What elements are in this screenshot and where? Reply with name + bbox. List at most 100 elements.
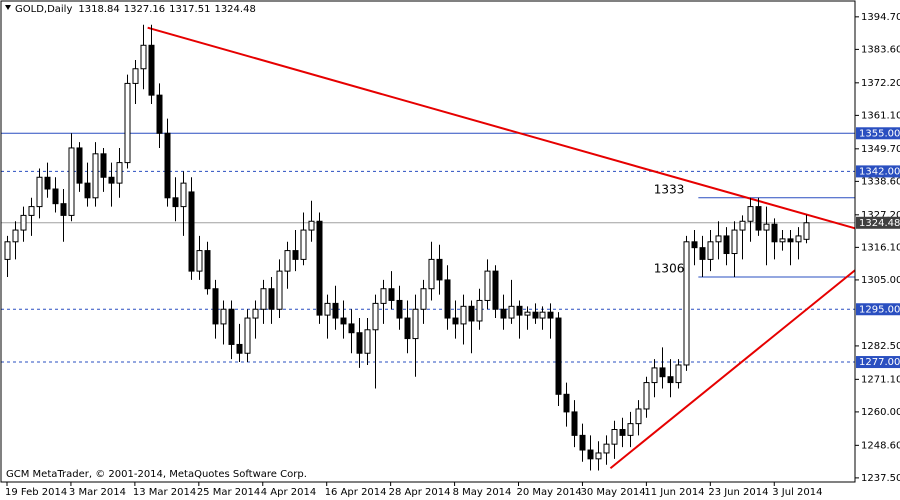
candle-body [164, 132, 171, 199]
level-label-box [856, 165, 900, 178]
candle-body [212, 288, 219, 325]
candle-body [484, 270, 491, 301]
plot-border [0, 0, 856, 483]
candle-body [284, 250, 291, 272]
candle-body [715, 235, 722, 243]
y-tick-label: 1282.50 [861, 341, 900, 352]
y-tick-label: 1349.70 [861, 144, 900, 155]
candle-body [252, 308, 259, 319]
trendline [609, 269, 856, 469]
candle-body [60, 203, 67, 216]
candle-body [380, 288, 387, 304]
candle-body [476, 299, 483, 322]
candle-body [260, 288, 267, 310]
open-value: 1318.84 [78, 4, 119, 15]
candle-body [396, 299, 403, 319]
symbol: GOLD,Daily [15, 4, 72, 15]
candle-body [44, 176, 51, 190]
candle-body [524, 311, 531, 316]
annotation-label: 1333 [654, 182, 685, 196]
copyright: GCM MetaTrader, © 2001-2014, MetaQuotes … [6, 469, 307, 480]
candle-body [587, 449, 594, 460]
candle-body [508, 305, 515, 319]
candle-body [723, 235, 730, 255]
candle-body [364, 329, 371, 354]
x-tick-label: 4 Apr 2014 [261, 487, 316, 498]
candle-body [779, 238, 786, 243]
x-tick-label: 30 May 2014 [580, 487, 645, 498]
candle-body [683, 241, 690, 366]
candle-body [420, 288, 427, 310]
candle-body [372, 302, 379, 331]
candle-body [180, 182, 187, 208]
candle-body [707, 241, 714, 260]
trendline [147, 26, 856, 230]
high-value: 1327.16 [124, 4, 165, 15]
candle-body [619, 429, 626, 436]
candle-body [220, 308, 227, 325]
candle-body [12, 229, 19, 243]
candle-body [356, 332, 363, 354]
candle-body [324, 302, 331, 316]
candle-body [500, 308, 507, 319]
candle-body [228, 308, 235, 345]
candle-body [68, 147, 75, 216]
y-tick-label: 1394.70 [861, 12, 900, 23]
candle-body [555, 317, 562, 395]
candle-body [532, 311, 539, 319]
y-tick-label: 1338.60 [861, 176, 900, 187]
candle-body [787, 238, 794, 243]
y-tick-label: 1237.50 [861, 473, 900, 484]
x-tick-label: 8 May 2014 [453, 487, 512, 498]
x-tick-label: 13 Mar 2014 [133, 487, 196, 498]
candle-body [116, 162, 123, 184]
candle-body [132, 68, 139, 84]
collapse-icon[interactable] [5, 5, 11, 10]
y-tick-label: 1271.10 [861, 374, 900, 385]
x-tick-label: 3 Mar 2014 [69, 487, 126, 498]
candle-body [595, 452, 602, 460]
x-tick-label: 25 Mar 2014 [197, 487, 260, 498]
candle-body [444, 279, 451, 319]
y-tick-label: 1383.60 [861, 44, 900, 55]
candle-body [699, 247, 706, 260]
candle-body [244, 317, 251, 354]
level-label-box [856, 356, 900, 369]
candle-body [516, 305, 523, 316]
candle-body [188, 191, 195, 272]
current-price-label: 1324.48 [859, 218, 900, 229]
candle-body [691, 241, 698, 249]
candle-body [428, 258, 435, 290]
candle-body [348, 323, 355, 334]
candle-body [803, 222, 810, 240]
candle-body [452, 317, 459, 325]
candle-body [236, 343, 243, 354]
candle-body [204, 250, 211, 290]
candle-body [579, 434, 586, 451]
candle-body [635, 408, 642, 425]
candle-body [739, 220, 746, 231]
plot-area [1, 24, 856, 471]
candle-body [308, 220, 315, 231]
candle-body [84, 182, 91, 199]
candle-body [412, 308, 419, 340]
candle-body [292, 250, 299, 260]
y-tick-label: 1316.10 [861, 242, 900, 253]
candle-body [332, 302, 339, 319]
candle-body [571, 411, 578, 436]
y-tick-label: 1361.10 [861, 110, 900, 121]
current-price-box [856, 216, 900, 229]
candle-body [795, 235, 802, 243]
candle-body [52, 188, 59, 205]
candle-body [547, 311, 554, 319]
candle-body [76, 147, 83, 184]
candle-body [627, 423, 634, 436]
candle-body [460, 305, 467, 325]
candle-body [603, 443, 610, 454]
candle-body [140, 44, 147, 70]
annotation-label: 1306 [654, 261, 685, 275]
candle-body [20, 214, 27, 231]
candle-body [28, 206, 35, 216]
y-tick-label: 1260.00 [861, 407, 900, 418]
